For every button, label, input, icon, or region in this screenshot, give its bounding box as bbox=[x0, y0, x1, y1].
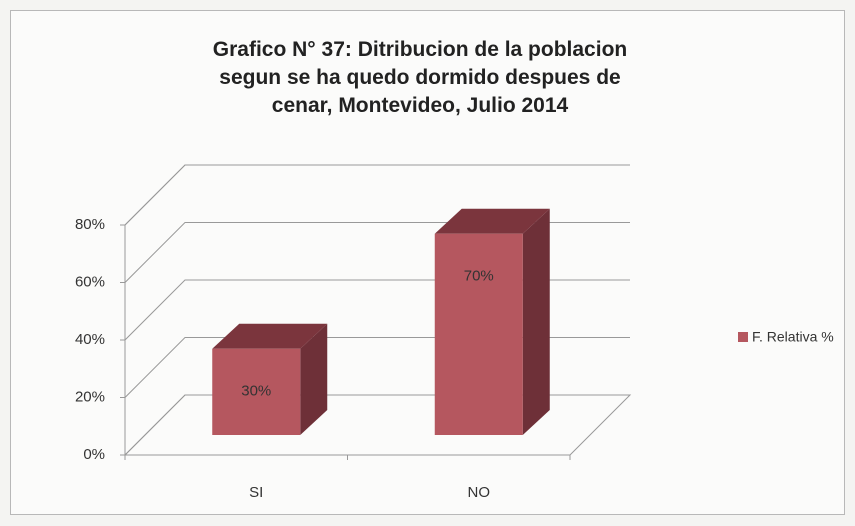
y-tick-label: 60% bbox=[75, 273, 105, 290]
legend-swatch bbox=[738, 332, 748, 342]
data-label: 30% bbox=[241, 383, 271, 400]
y-tick-label: 40% bbox=[75, 331, 105, 348]
grid-line bbox=[124, 164, 630, 226]
y-tick-label: 0% bbox=[83, 446, 105, 463]
back-wall bbox=[124, 164, 630, 455]
bar bbox=[212, 348, 301, 435]
x-tick-label: NO bbox=[468, 484, 491, 501]
bar-top bbox=[434, 208, 550, 234]
y-tick-label: 20% bbox=[75, 388, 105, 405]
grid-line bbox=[124, 222, 630, 283]
y-tick-label: 80% bbox=[75, 216, 105, 233]
chart-title: Grafico N° 37: Ditribucion de la poblaci… bbox=[212, 38, 628, 117]
bar-top bbox=[212, 323, 328, 349]
bar bbox=[434, 233, 523, 435]
floor bbox=[123, 394, 632, 456]
grid-line bbox=[124, 394, 630, 456]
legend-label: F. Relativa % bbox=[752, 329, 834, 345]
x-tick-label: SI bbox=[249, 484, 263, 501]
bar-side bbox=[300, 323, 328, 435]
data-label: 70% bbox=[464, 268, 494, 285]
bar-side bbox=[522, 208, 550, 435]
grid-line bbox=[124, 279, 630, 341]
grid-line bbox=[124, 337, 630, 398]
